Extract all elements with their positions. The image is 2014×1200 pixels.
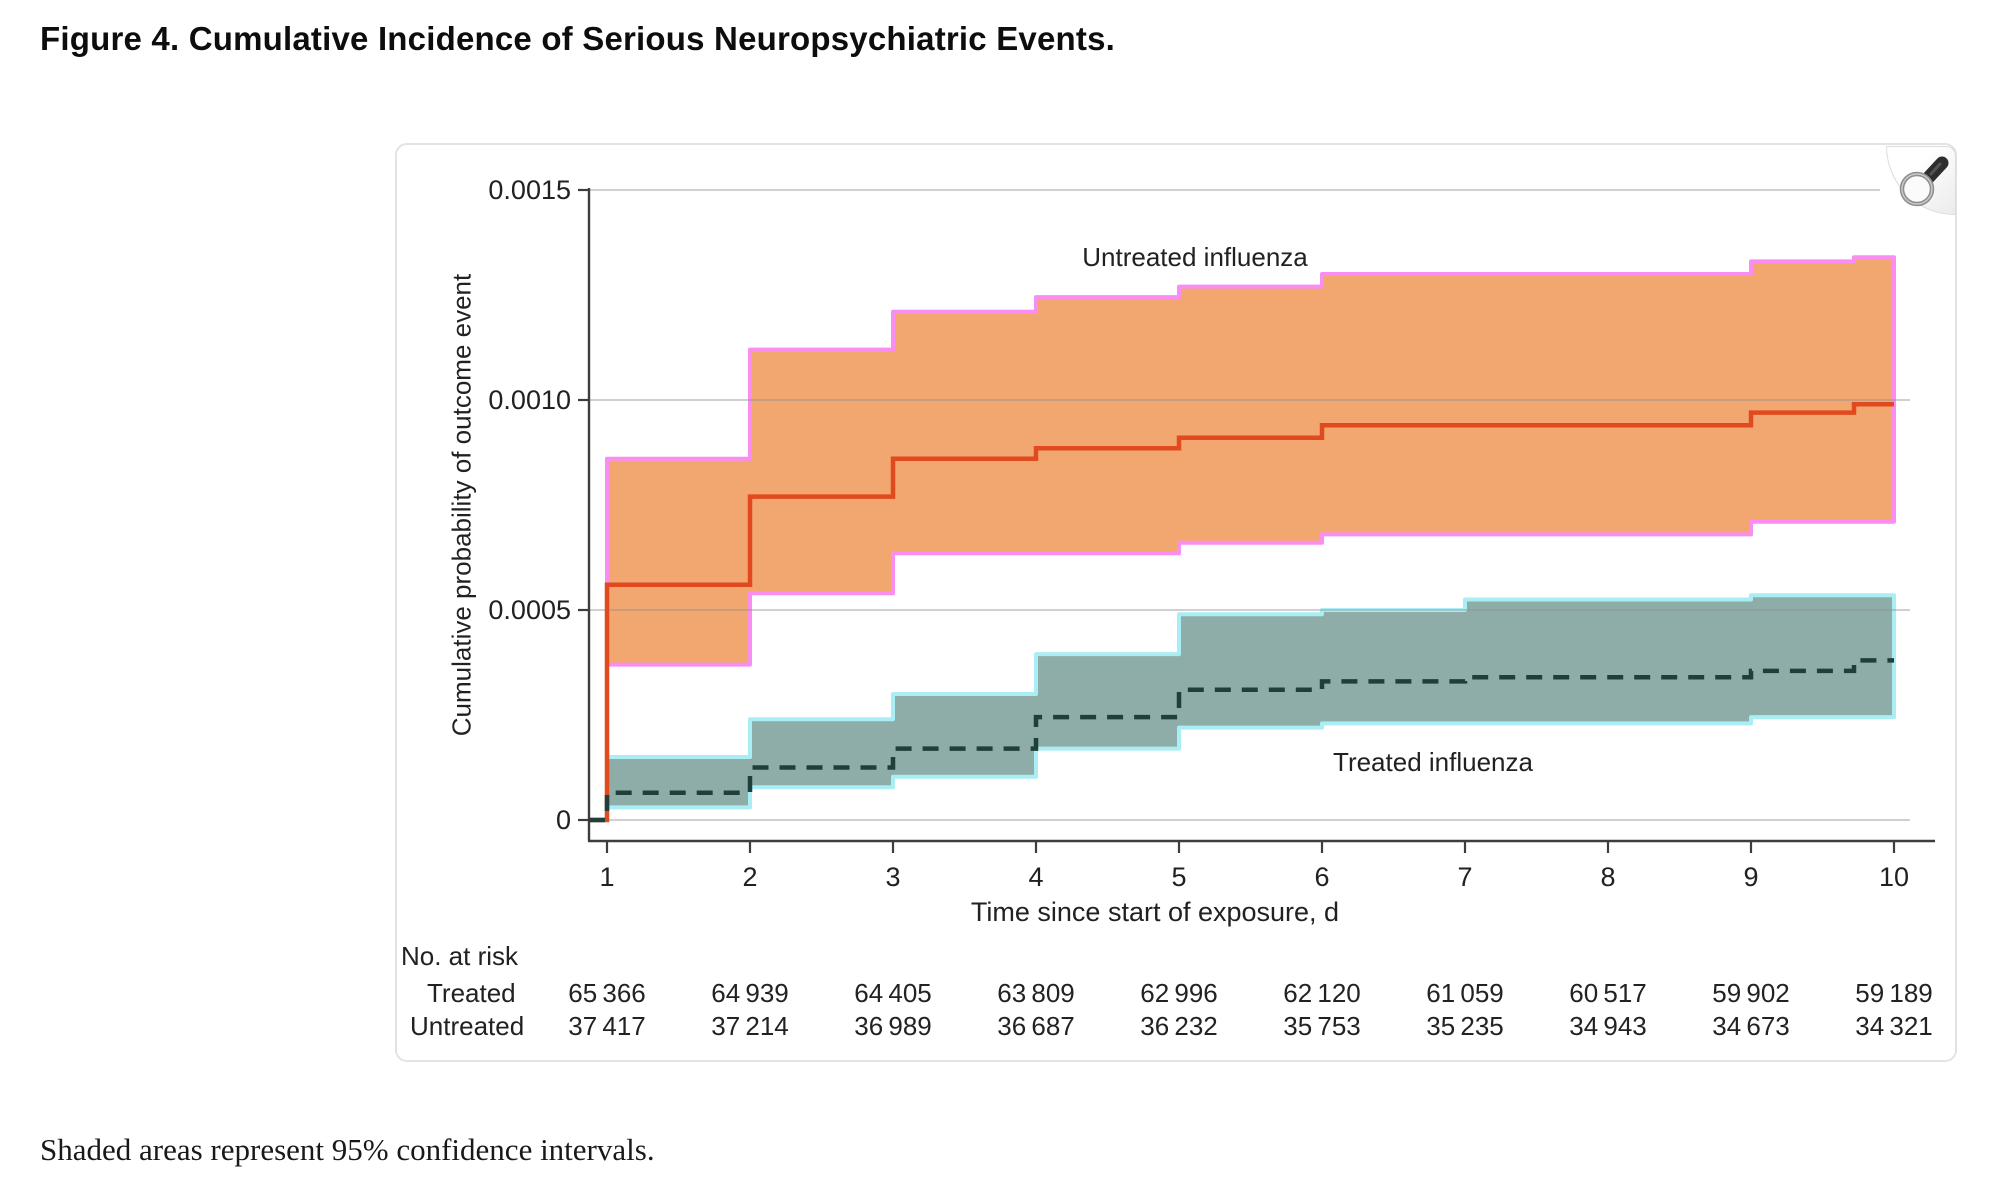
risk-count: 36 989 [854,1011,932,1041]
risk-count: 65 366 [568,978,646,1008]
x-tick-label: 4 [1028,862,1043,892]
y-tick-label: 0.0005 [488,595,571,625]
risk-count: 59 189 [1855,978,1933,1008]
x-tick-label: 2 [742,862,757,892]
risk-count: 63 809 [997,978,1075,1008]
x-tick-label: 5 [1171,862,1186,892]
series-label-untreated: Untreated influenza [1082,242,1308,272]
risk-count: 36 687 [997,1011,1075,1041]
x-tick-label: 10 [1879,862,1909,892]
risk-count: 34 321 [1855,1011,1933,1041]
risk-count: 60 517 [1569,978,1647,1008]
risk-row-label-untreated: Untreated [410,1011,525,1041]
x-tick-label: 1 [599,862,614,892]
risk-count: 62 996 [1140,978,1218,1008]
risk-count: 34 673 [1712,1011,1790,1041]
risk-row-label-treated: Treated [427,978,516,1008]
risk-count: 61 059 [1426,978,1504,1008]
risk-count: 62 120 [1283,978,1361,1008]
risk-count: 59 902 [1712,978,1790,1008]
x-tick-label: 7 [1457,862,1472,892]
y-axis-title: Cumulative probability of outcome event [446,273,477,737]
x-tick-label: 9 [1743,862,1758,892]
risk-count: 64 405 [854,978,932,1008]
magnifier-icon [1899,156,1949,207]
confidence-band-untreated [605,255,1896,667]
x-axis-title: Time since start of exposure, d [970,897,1340,927]
risk-count: 64 939 [711,978,789,1008]
zoom-figure-button[interactable] [1886,146,1956,215]
risk-count: 34 943 [1569,1011,1647,1041]
confidence-band-treated [605,593,1896,810]
figure-footnote: Shaded areas represent 95% confidence in… [40,1132,655,1167]
series-label-treated: Treated influenza [1333,747,1533,777]
series-line-treated [589,658,1894,823]
x-tick-label: 6 [1314,862,1329,892]
risk-count: 36 232 [1140,1011,1218,1041]
series-line-untreated [589,401,1894,823]
risk-table-header: No. at risk [401,941,519,971]
risk-count: 35 235 [1426,1011,1504,1041]
risk-count: 35 753 [1283,1011,1361,1041]
risk-count: 37 214 [711,1011,789,1041]
risk-count: 37 417 [568,1011,646,1041]
y-tick-label: 0.0010 [488,385,571,415]
figure-title: Figure 4. Cumulative Incidence of Seriou… [40,20,1116,57]
y-tick-label: 0.0015 [488,175,571,205]
x-tick-label: 3 [885,862,900,892]
x-tick-label: 8 [1600,862,1615,892]
y-tick-label: 0 [556,805,571,835]
